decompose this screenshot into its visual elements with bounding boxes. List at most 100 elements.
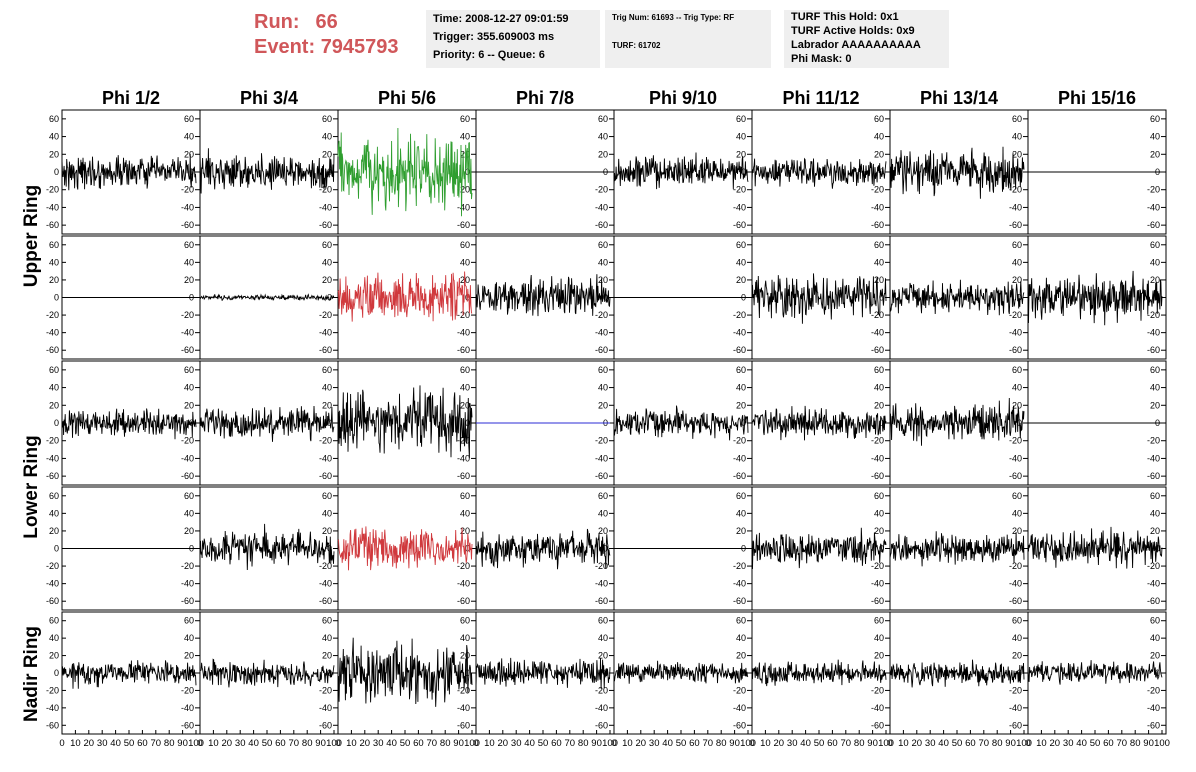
y-tick-label: 40 bbox=[874, 633, 884, 643]
column-header-phi-9-10: Phi 9/10 bbox=[649, 88, 717, 108]
y-tick-label: -40 bbox=[1147, 453, 1160, 463]
y-tick-label: -20 bbox=[181, 561, 194, 571]
y-tick-label: 20 bbox=[184, 149, 194, 159]
trig-num-text: Trig Num: 61693 -- Trig Type: RF bbox=[612, 13, 735, 22]
x-tick-label: 40 bbox=[662, 738, 673, 749]
y-tick-label: 40 bbox=[1150, 132, 1160, 142]
y-tick-label: 40 bbox=[1150, 508, 1160, 518]
y-tick-label: -20 bbox=[1147, 185, 1160, 195]
y-tick-label: 60 bbox=[49, 365, 59, 375]
y-tick-label: 40 bbox=[1150, 633, 1160, 643]
y-tick-label: 60 bbox=[460, 365, 470, 375]
y-tick-label: 0 bbox=[54, 544, 59, 554]
y-tick-label: 60 bbox=[184, 240, 194, 250]
y-tick-label: -60 bbox=[733, 720, 746, 730]
y-tick-label: 40 bbox=[322, 633, 332, 643]
x-tick-label: 40 bbox=[248, 738, 259, 749]
y-tick-label: -40 bbox=[1009, 579, 1022, 589]
y-tick-label: -40 bbox=[595, 328, 608, 338]
y-tick-label: -60 bbox=[1009, 596, 1022, 606]
y-tick-label: 40 bbox=[874, 383, 884, 393]
row-label-lower-ring: Lower Ring bbox=[21, 435, 42, 538]
x-tick-label: 0 bbox=[59, 738, 64, 749]
waveform-trace bbox=[337, 526, 473, 571]
waveform-trace bbox=[889, 397, 1025, 446]
y-tick-label: -40 bbox=[319, 579, 332, 589]
x-tick-label: 50 bbox=[814, 738, 825, 749]
y-tick-label: 20 bbox=[49, 400, 59, 410]
y-tick-label: 0 bbox=[879, 668, 884, 678]
y-tick-label: -20 bbox=[457, 685, 470, 695]
y-tick-label: 60 bbox=[322, 114, 332, 124]
waveform-trace bbox=[889, 659, 1025, 688]
y-tick-label: 0 bbox=[879, 167, 884, 177]
y-tick-label: 20 bbox=[598, 400, 608, 410]
x-tick-label: 0 bbox=[197, 738, 202, 749]
y-tick-label: -40 bbox=[319, 202, 332, 212]
y-tick-label: -20 bbox=[733, 685, 746, 695]
y-tick-label: 40 bbox=[184, 132, 194, 142]
y-tick-label: 20 bbox=[184, 651, 194, 661]
x-tick-label: 40 bbox=[110, 738, 121, 749]
y-tick-label: 40 bbox=[736, 257, 746, 267]
event-value: 7945793 bbox=[320, 36, 399, 58]
x-tick-label: 100 bbox=[188, 738, 204, 749]
waveform-trace bbox=[1027, 660, 1163, 685]
y-tick-label: -60 bbox=[595, 596, 608, 606]
y-tick-label: 60 bbox=[322, 365, 332, 375]
y-tick-label: -20 bbox=[733, 436, 746, 446]
y-tick-label: -40 bbox=[46, 703, 59, 713]
x-tick-label: 20 bbox=[222, 738, 233, 749]
x-tick-label: 90 bbox=[315, 738, 326, 749]
y-tick-label: 60 bbox=[874, 491, 884, 501]
y-tick-label: -20 bbox=[319, 185, 332, 195]
y-tick-label: 40 bbox=[322, 257, 332, 267]
y-tick-label: 20 bbox=[598, 275, 608, 285]
waveform-trace bbox=[751, 405, 887, 441]
run-line: Run: 66 bbox=[254, 10, 422, 35]
y-tick-label: 20 bbox=[49, 149, 59, 159]
priority-text: Priority: 6 -- Queue: 6 bbox=[433, 49, 545, 61]
y-tick-label: 60 bbox=[736, 114, 746, 124]
y-tick-label: 60 bbox=[598, 365, 608, 375]
y-tick-label: -20 bbox=[46, 436, 59, 446]
y-tick-label: -60 bbox=[733, 345, 746, 355]
y-tick-label: -20 bbox=[457, 561, 470, 571]
y-tick-label: 0 bbox=[603, 544, 608, 554]
y-tick-label: -20 bbox=[1147, 310, 1160, 320]
y-tick-label: -40 bbox=[871, 703, 884, 713]
y-tick-label: -60 bbox=[46, 596, 59, 606]
y-tick-label: 20 bbox=[184, 400, 194, 410]
y-tick-label: 0 bbox=[327, 668, 332, 678]
y-tick-label: 60 bbox=[598, 114, 608, 124]
turf-this-hold-text: TURF This Hold: 0x1 bbox=[791, 11, 899, 23]
y-tick-label: -60 bbox=[46, 471, 59, 481]
waveform-trace bbox=[614, 660, 749, 684]
waveform-trace bbox=[751, 527, 887, 570]
y-tick-label: 20 bbox=[1012, 400, 1022, 410]
x-tick-label: 0 bbox=[749, 738, 754, 749]
y-tick-label: 60 bbox=[49, 114, 59, 124]
y-tick-label: 20 bbox=[1012, 275, 1022, 285]
y-tick-label: 60 bbox=[1150, 365, 1160, 375]
x-tick-label: 40 bbox=[938, 738, 949, 749]
x-tick-label: 100 bbox=[1016, 738, 1032, 749]
y-tick-label: 20 bbox=[322, 400, 332, 410]
y-tick-label: 0 bbox=[741, 418, 746, 428]
y-tick-label: -60 bbox=[871, 471, 884, 481]
x-tick-label: 60 bbox=[137, 738, 148, 749]
y-tick-label: 40 bbox=[49, 508, 59, 518]
y-tick-label: 20 bbox=[1150, 526, 1160, 536]
y-tick-label: 40 bbox=[736, 508, 746, 518]
event-label: Event: bbox=[254, 36, 316, 58]
y-tick-label: -40 bbox=[871, 453, 884, 463]
y-tick-label: 60 bbox=[874, 365, 884, 375]
